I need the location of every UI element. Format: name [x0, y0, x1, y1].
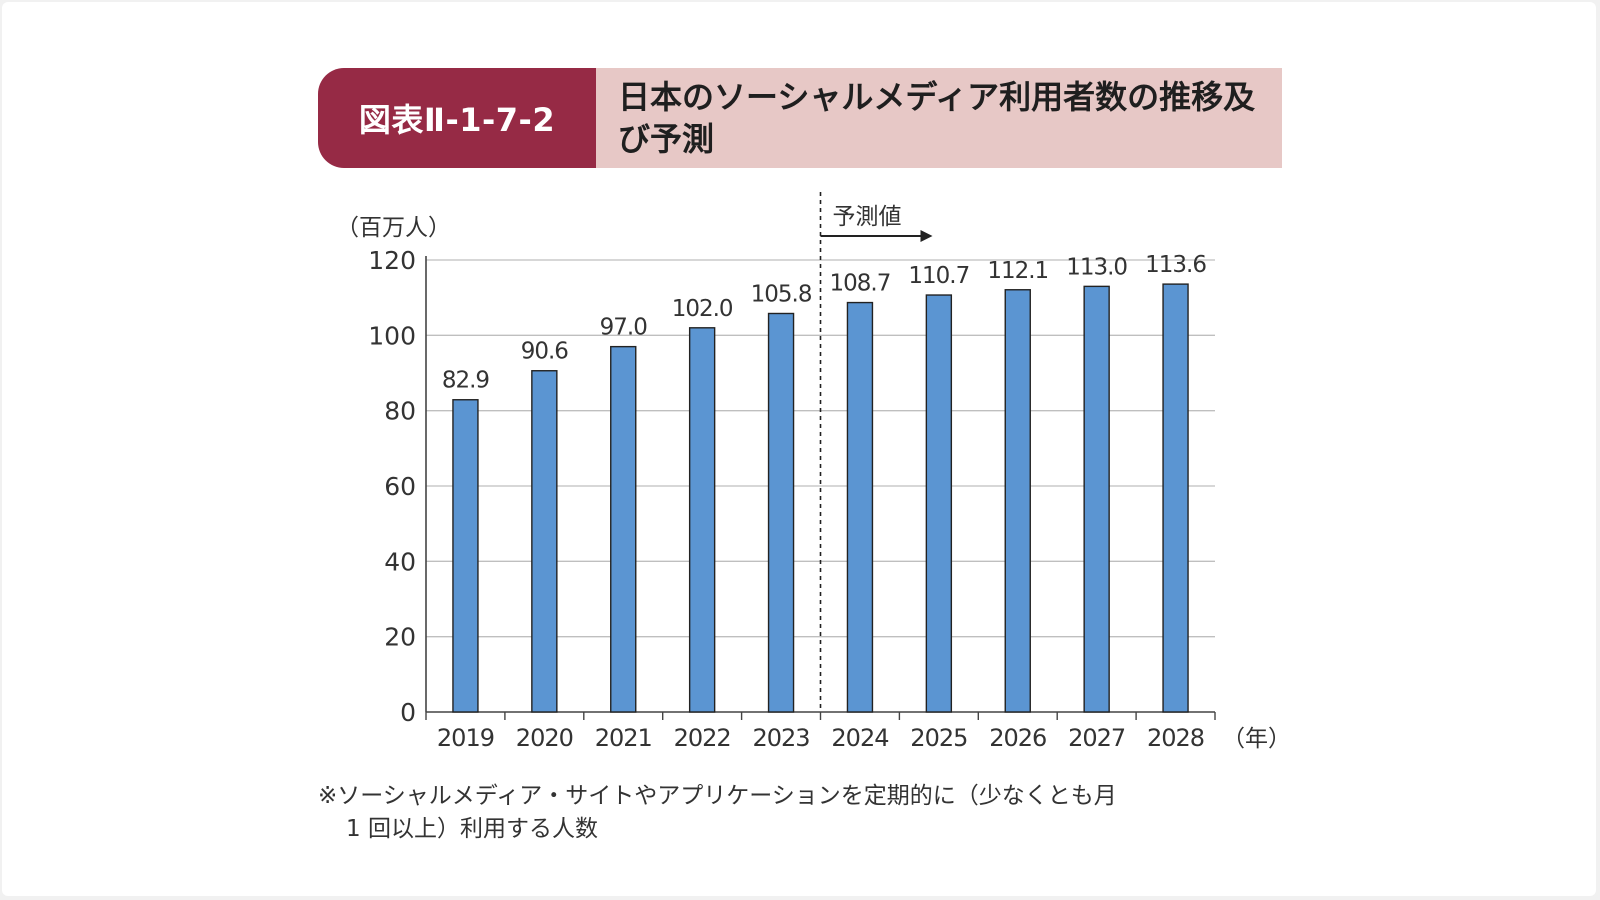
y-tick-label: 20	[384, 623, 416, 652]
bar-value-label: 82.9	[442, 368, 490, 394]
bar-value-label: 113.6	[1145, 252, 1206, 278]
footnote-line-2: 1 回以上）利用する人数	[346, 816, 598, 842]
bar-2027	[1083, 285, 1110, 713]
bar-value-label: 102.0	[672, 296, 733, 322]
bar-2024	[846, 301, 874, 713]
x-tick-label: 2020	[516, 724, 573, 752]
x-tick-label: 2025	[910, 724, 967, 752]
y-tick-label: 120	[368, 246, 416, 275]
bar-2020	[531, 370, 558, 713]
y-tick-label: 0	[400, 698, 416, 727]
footnote-line-1: ※ソーシャルメディア・サイトやアプリケーションを定期的に（少なくとも月	[318, 783, 1117, 809]
y-tick-label: 60	[384, 472, 416, 501]
bar-2026	[1004, 289, 1031, 713]
x-tick-label: 2019	[437, 724, 494, 752]
footnote: ※ソーシャルメディア・サイトやアプリケーションを定期的に（少なくとも月 1 回以…	[318, 780, 1278, 846]
bar-2025	[925, 294, 953, 713]
bar-value-label: 105.8	[751, 281, 812, 307]
bar-2021	[610, 345, 637, 713]
x-tick-label: 2021	[595, 724, 652, 752]
figure-title: 日本のソーシャルメディア利用者数の推移及び予測	[618, 78, 1256, 158]
bar-value-label: 113.0	[1066, 254, 1127, 280]
x-tick-label: 2028	[1147, 724, 1204, 752]
bar-value-label: 97.0	[600, 315, 648, 341]
y-tick-label: 100	[368, 321, 416, 350]
y-tick-label: 40	[384, 547, 416, 576]
forecast-arrow-head	[920, 230, 933, 242]
forecast-label: 予測値	[833, 204, 902, 230]
figure-title-box: 日本のソーシャルメディア利用者数の推移及び予測	[596, 68, 1282, 168]
bar-value-label: 110.7	[908, 263, 969, 289]
bar-2023	[767, 312, 795, 713]
x-axis-unit-label: （年）	[1222, 726, 1291, 752]
bar-2028	[1162, 283, 1189, 713]
x-tick-label: 2027	[1068, 724, 1125, 752]
bar-value-label: 90.6	[521, 339, 569, 365]
bar-value-label: 112.1	[987, 258, 1048, 284]
figure-number-badge: 図表Ⅱ-1-7-2	[318, 68, 596, 168]
bar-2019	[452, 399, 479, 713]
x-tick-label: 2024	[831, 724, 888, 752]
x-tick-label: 2023	[753, 724, 810, 752]
x-tick-label: 2026	[989, 724, 1046, 752]
y-tick-label: 80	[384, 397, 416, 426]
x-tick-label: 2022	[674, 724, 731, 752]
y-axis-label: （百万人）	[336, 215, 451, 241]
figure-header: 図表Ⅱ-1-7-2 日本のソーシャルメディア利用者数の推移及び予測	[318, 68, 1282, 168]
bar-2022	[688, 327, 716, 713]
bar-value-label: 108.7	[830, 271, 891, 297]
